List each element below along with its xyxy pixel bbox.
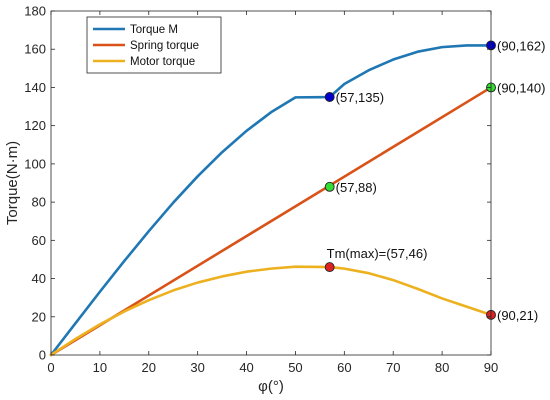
x-tick-label: 90 xyxy=(484,360,498,375)
y-axis-title: Torque(N·m) xyxy=(4,141,21,225)
data-point-marker xyxy=(324,181,335,192)
x-tick-label: 50 xyxy=(288,360,302,375)
x-tick-label: 0 xyxy=(47,360,54,375)
data-point-marker xyxy=(324,262,335,273)
legend: Torque M Spring torque Motor torque xyxy=(86,16,222,74)
series-line-1 xyxy=(49,44,493,357)
y-tick-label: 180 xyxy=(24,4,46,19)
y-tick-label: 40 xyxy=(32,271,46,286)
y-tick-label: 120 xyxy=(24,118,46,133)
legend-entry-label: Torque M xyxy=(130,24,178,36)
series-layer xyxy=(49,44,493,357)
data-point-label: (90,21) xyxy=(497,308,538,323)
y-tick-label: 100 xyxy=(24,156,46,171)
y-tick-label: 160 xyxy=(24,42,46,57)
y-tick-label: 80 xyxy=(32,195,46,210)
axes-layer: 0 10 20 30 40 50 60 70 80 90 0 20 40 60 80 100 120 140 160… xyxy=(24,4,498,376)
x-tick-label: 80 xyxy=(435,360,449,375)
x-tick-label: 20 xyxy=(142,360,156,375)
axes-box xyxy=(50,10,492,356)
y-tick-label: 20 xyxy=(32,309,46,324)
x-tick-label: 10 xyxy=(93,360,107,375)
data-point-marker xyxy=(324,92,335,102)
y-tick-label: 0 xyxy=(39,348,46,363)
data-point-label: (57,88) xyxy=(336,180,377,195)
data-point-label: Tm(max)=(57,46) xyxy=(327,246,428,261)
legend-entry-label: Spring torque xyxy=(130,40,199,52)
legend-entry-label: Motor torque xyxy=(130,56,195,68)
x-axis-title: φ(°) xyxy=(258,378,284,395)
x-tick-label: 60 xyxy=(337,360,351,375)
data-point-label: (90,140) xyxy=(497,80,545,95)
x-tick-label: 40 xyxy=(239,360,253,375)
data-point-label: (57,135) xyxy=(336,90,384,105)
x-tick-label: 30 xyxy=(190,360,204,375)
data-point-label: (90,162) xyxy=(497,38,545,53)
x-tick-label: 70 xyxy=(386,360,400,375)
y-tick-label: 140 xyxy=(24,80,46,95)
y-tick-label: 60 xyxy=(32,233,46,248)
series-line-3 xyxy=(49,265,493,357)
